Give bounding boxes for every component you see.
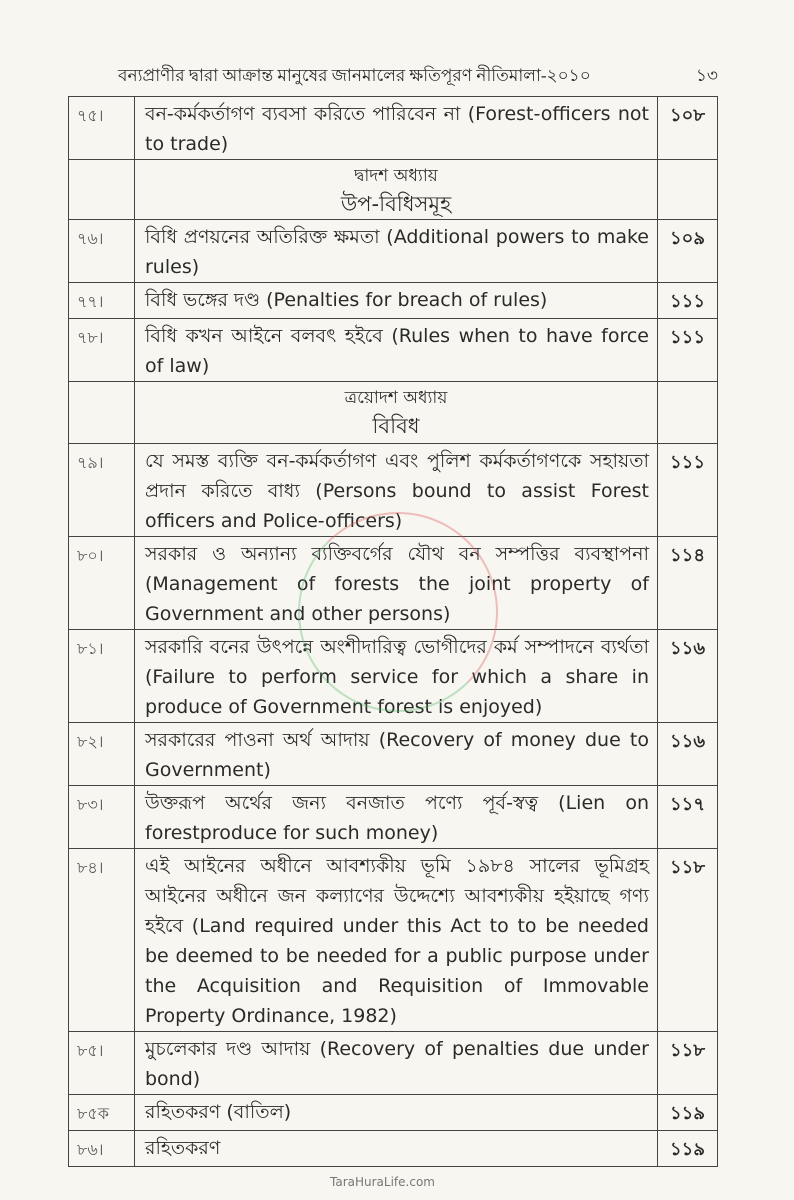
section-number: ৭৮। xyxy=(68,318,135,382)
section-title: রহিতকরণ xyxy=(134,1130,658,1167)
chapter-row: ত্রয়োদশ অধ্যায় বিবিধ xyxy=(68,381,718,444)
section-title: সরকারি বনের উৎপন্নে অংশীদারিত্ব ভোগীদের … xyxy=(134,629,658,723)
contents-table: ৭৫। বন-কর্মকর্তাগণ ব্যবসা করিতে পারিবেন … xyxy=(68,96,718,1167)
section-page: ১১১ xyxy=(657,282,718,319)
chapter-heading: দ্বাদশ অধ্যায় উপ-বিধিসমূহ xyxy=(134,159,658,220)
section-number: ৭৭। xyxy=(68,282,135,319)
section-number: ৮৫ক xyxy=(68,1094,135,1131)
table-row: ৭৭। বিধি ভঙ্গের দণ্ড (Penalties for brea… xyxy=(68,282,718,319)
chapter-number: ত্রয়োদশ অধ্যায় xyxy=(344,388,448,408)
page-number: ১৩ xyxy=(695,66,718,85)
chapter-heading: ত্রয়োদশ অধ্যায় বিবিধ xyxy=(134,381,658,444)
section-page: ১০৯ xyxy=(657,219,718,283)
table-row: ৭৮। বিধি কখন আইনে বলবৎ হইবে (Rules when … xyxy=(68,318,718,382)
chapter-row: দ্বাদশ অধ্যায় উপ-বিধিসমূহ xyxy=(68,159,718,220)
section-title: বন-কর্মকর্তাগণ ব্যবসা করিতে পারিবেন না (… xyxy=(134,96,658,160)
section-title: বিধি কখন আইনে বলবৎ হইবে (Rules when to h… xyxy=(134,318,658,382)
section-page: ১১১ xyxy=(657,318,718,382)
chapter-number: দ্বাদশ অধ্যায় xyxy=(354,166,438,186)
table-row: ৭৯। যে সমস্ত ব্যক্তি বন-কর্মকর্তাগণ এবং … xyxy=(68,443,718,537)
section-number: ৮৪। xyxy=(68,848,135,1032)
section-title: উক্তরূপ অর্থের জন্য বনজাত পণ্যে পূর্ব-স্… xyxy=(134,785,658,849)
section-page: ১১৭ xyxy=(657,785,718,849)
section-page: ১১১ xyxy=(657,443,718,537)
section-title: রহিতকরণ (বাতিল) xyxy=(134,1094,658,1131)
section-number: ৮৩। xyxy=(68,785,135,849)
section-number: ৭৫। xyxy=(68,96,135,160)
table-row: ৭৫। বন-কর্মকর্তাগণ ব্যবসা করিতে পারিবেন … xyxy=(68,96,718,160)
section-page: ১১৯ xyxy=(657,1094,718,1131)
table-row: ৮৪। এই আইনের অধীনে আবশ্যকীয় ভূমি ১৯৮৪ স… xyxy=(68,848,718,1032)
section-number: ৭৬। xyxy=(68,219,135,283)
table-row: ৮৬। রহিতকরণ ১১৯ xyxy=(68,1130,718,1167)
section-title: সরকারের পাওনা অর্থ আদায় (Recovery of mo… xyxy=(134,722,658,786)
section-number: ৮৬। xyxy=(68,1130,135,1167)
running-header: বন্যপ্রাণীর দ্বারা আক্রান্ত মানুষের জানম… xyxy=(118,64,718,88)
section-title: বিধি ভঙ্গের দণ্ড (Penalties for breach o… xyxy=(134,282,658,319)
table-row: ৮৫ক রহিতকরণ (বাতিল) ১১৯ xyxy=(68,1094,718,1131)
section-number: ৮৫। xyxy=(68,1031,135,1095)
table-row: ৭৬। বিধি প্রণয়নের অতিরিক্ত ক্ষমতা (Addi… xyxy=(68,219,718,283)
table-row: ৮২। সরকারের পাওনা অর্থ আদায় (Recovery o… xyxy=(68,722,718,786)
table-row: ৮০। সরকার ও অন্যান্য ব্যক্তিবর্গের যৌথ ব… xyxy=(68,536,718,630)
watermark-text: TaraHuraLife.com xyxy=(330,1175,435,1189)
section-page: ১১৪ xyxy=(657,536,718,630)
section-page: ১১৮ xyxy=(657,1031,718,1095)
chapter-title: উপ-বিধিসমূহ xyxy=(340,192,452,216)
section-title: এই আইনের অধীনে আবশ্যকীয় ভূমি ১৯৮৪ সালের… xyxy=(134,848,658,1032)
table-row: ৮৫। মুচলেকার দণ্ড আদায় (Recovery of pen… xyxy=(68,1031,718,1095)
section-page: ১১৬ xyxy=(657,629,718,723)
section-number: ৮০। xyxy=(68,536,135,630)
section-title: মুচলেকার দণ্ড আদায় (Recovery of penalti… xyxy=(134,1031,658,1095)
section-title: বিধি প্রণয়নের অতিরিক্ত ক্ষমতা (Addition… xyxy=(134,219,658,283)
section-title: যে সমস্ত ব্যক্তি বন-কর্মকর্তাগণ এবং পুলি… xyxy=(134,443,658,537)
section-number: ৮১। xyxy=(68,629,135,723)
section-page: ১১৮ xyxy=(657,848,718,1032)
section-page: ১১৬ xyxy=(657,722,718,786)
section-number: ৭৯। xyxy=(68,443,135,537)
table-row: ৮৩। উক্তরূপ অর্থের জন্য বনজাত পণ্যে পূর্… xyxy=(68,785,718,849)
header-title: বন্যপ্রাণীর দ্বারা আক্রান্ত মানুষের জানম… xyxy=(118,66,591,85)
section-page: ১০৮ xyxy=(657,96,718,160)
section-title: সরকার ও অন্যান্য ব্যক্তিবর্গের যৌথ বন সম… xyxy=(134,536,658,630)
table-row: ৮১। সরকারি বনের উৎপন্নে অংশীদারিত্ব ভোগী… xyxy=(68,629,718,723)
section-number: ৮২। xyxy=(68,722,135,786)
section-page: ১১৯ xyxy=(657,1130,718,1167)
chapter-title: বিবিধ xyxy=(372,414,420,438)
